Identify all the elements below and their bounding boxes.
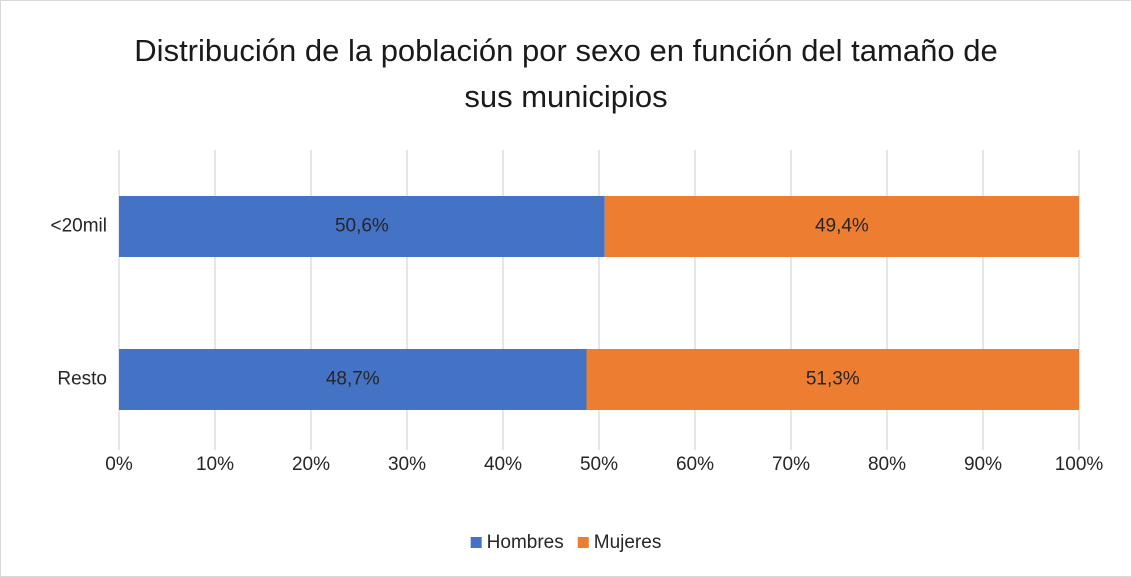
legend-label: Mujeres — [594, 532, 662, 553]
bar-segment — [119, 349, 587, 410]
chart-title: Distribución de la población por sexo en… — [134, 33, 998, 114]
x-tick-label: 80% — [868, 454, 906, 475]
y-tick-label: <20mil — [51, 216, 108, 237]
data-label: 49,4% — [815, 216, 869, 237]
x-tick-label: 50% — [580, 454, 618, 475]
data-label: 48,7% — [326, 369, 380, 390]
data-label: 50,6% — [335, 216, 389, 237]
legend-swatch — [577, 537, 589, 548]
x-tick-label: 90% — [964, 454, 1002, 475]
y-tick-label: Resto — [57, 369, 107, 390]
x-tick-label: 70% — [772, 454, 810, 475]
x-tick-label: 60% — [676, 454, 714, 475]
x-tick-label: 10% — [196, 454, 234, 475]
x-tick-label: 40% — [484, 454, 522, 475]
bar-segment — [586, 349, 1079, 410]
x-tick-label: 20% — [292, 454, 330, 475]
legend-swatch — [470, 537, 482, 548]
legend-label: Hombres — [487, 532, 564, 553]
bar-segment — [119, 196, 605, 257]
x-tick-label: 100% — [1055, 454, 1104, 475]
x-tick-label: 30% — [388, 454, 426, 475]
bar-segment — [604, 196, 1079, 257]
data-label: 51,3% — [806, 369, 860, 390]
x-tick-label: 0% — [105, 454, 133, 475]
